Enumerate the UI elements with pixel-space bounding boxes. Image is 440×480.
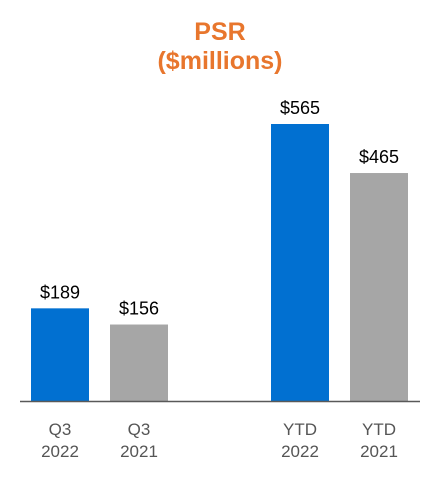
value-label-3: $465: [359, 147, 399, 167]
value-label-0: $189: [40, 282, 80, 302]
bar-0: [31, 308, 89, 401]
category-label-1-1: 2021: [120, 442, 158, 461]
bar-1: [110, 324, 168, 401]
category-label-2-1: 2022: [281, 442, 319, 461]
category-label-1-0: Q3: [128, 420, 151, 439]
bar-3: [350, 173, 408, 401]
chart-title: PSR: [194, 18, 246, 46]
category-label-0-1: 2022: [41, 442, 79, 461]
bar-2: [271, 124, 329, 401]
category-label-0-0: Q3: [49, 420, 72, 439]
category-label-3-1: 2021: [360, 442, 398, 461]
value-label-2: $565: [280, 98, 320, 118]
chart-subtitle: ($millions): [157, 47, 283, 75]
category-label-3-0: YTD: [362, 420, 396, 439]
category-label-2-0: YTD: [283, 420, 317, 439]
value-label-1: $156: [119, 299, 159, 319]
